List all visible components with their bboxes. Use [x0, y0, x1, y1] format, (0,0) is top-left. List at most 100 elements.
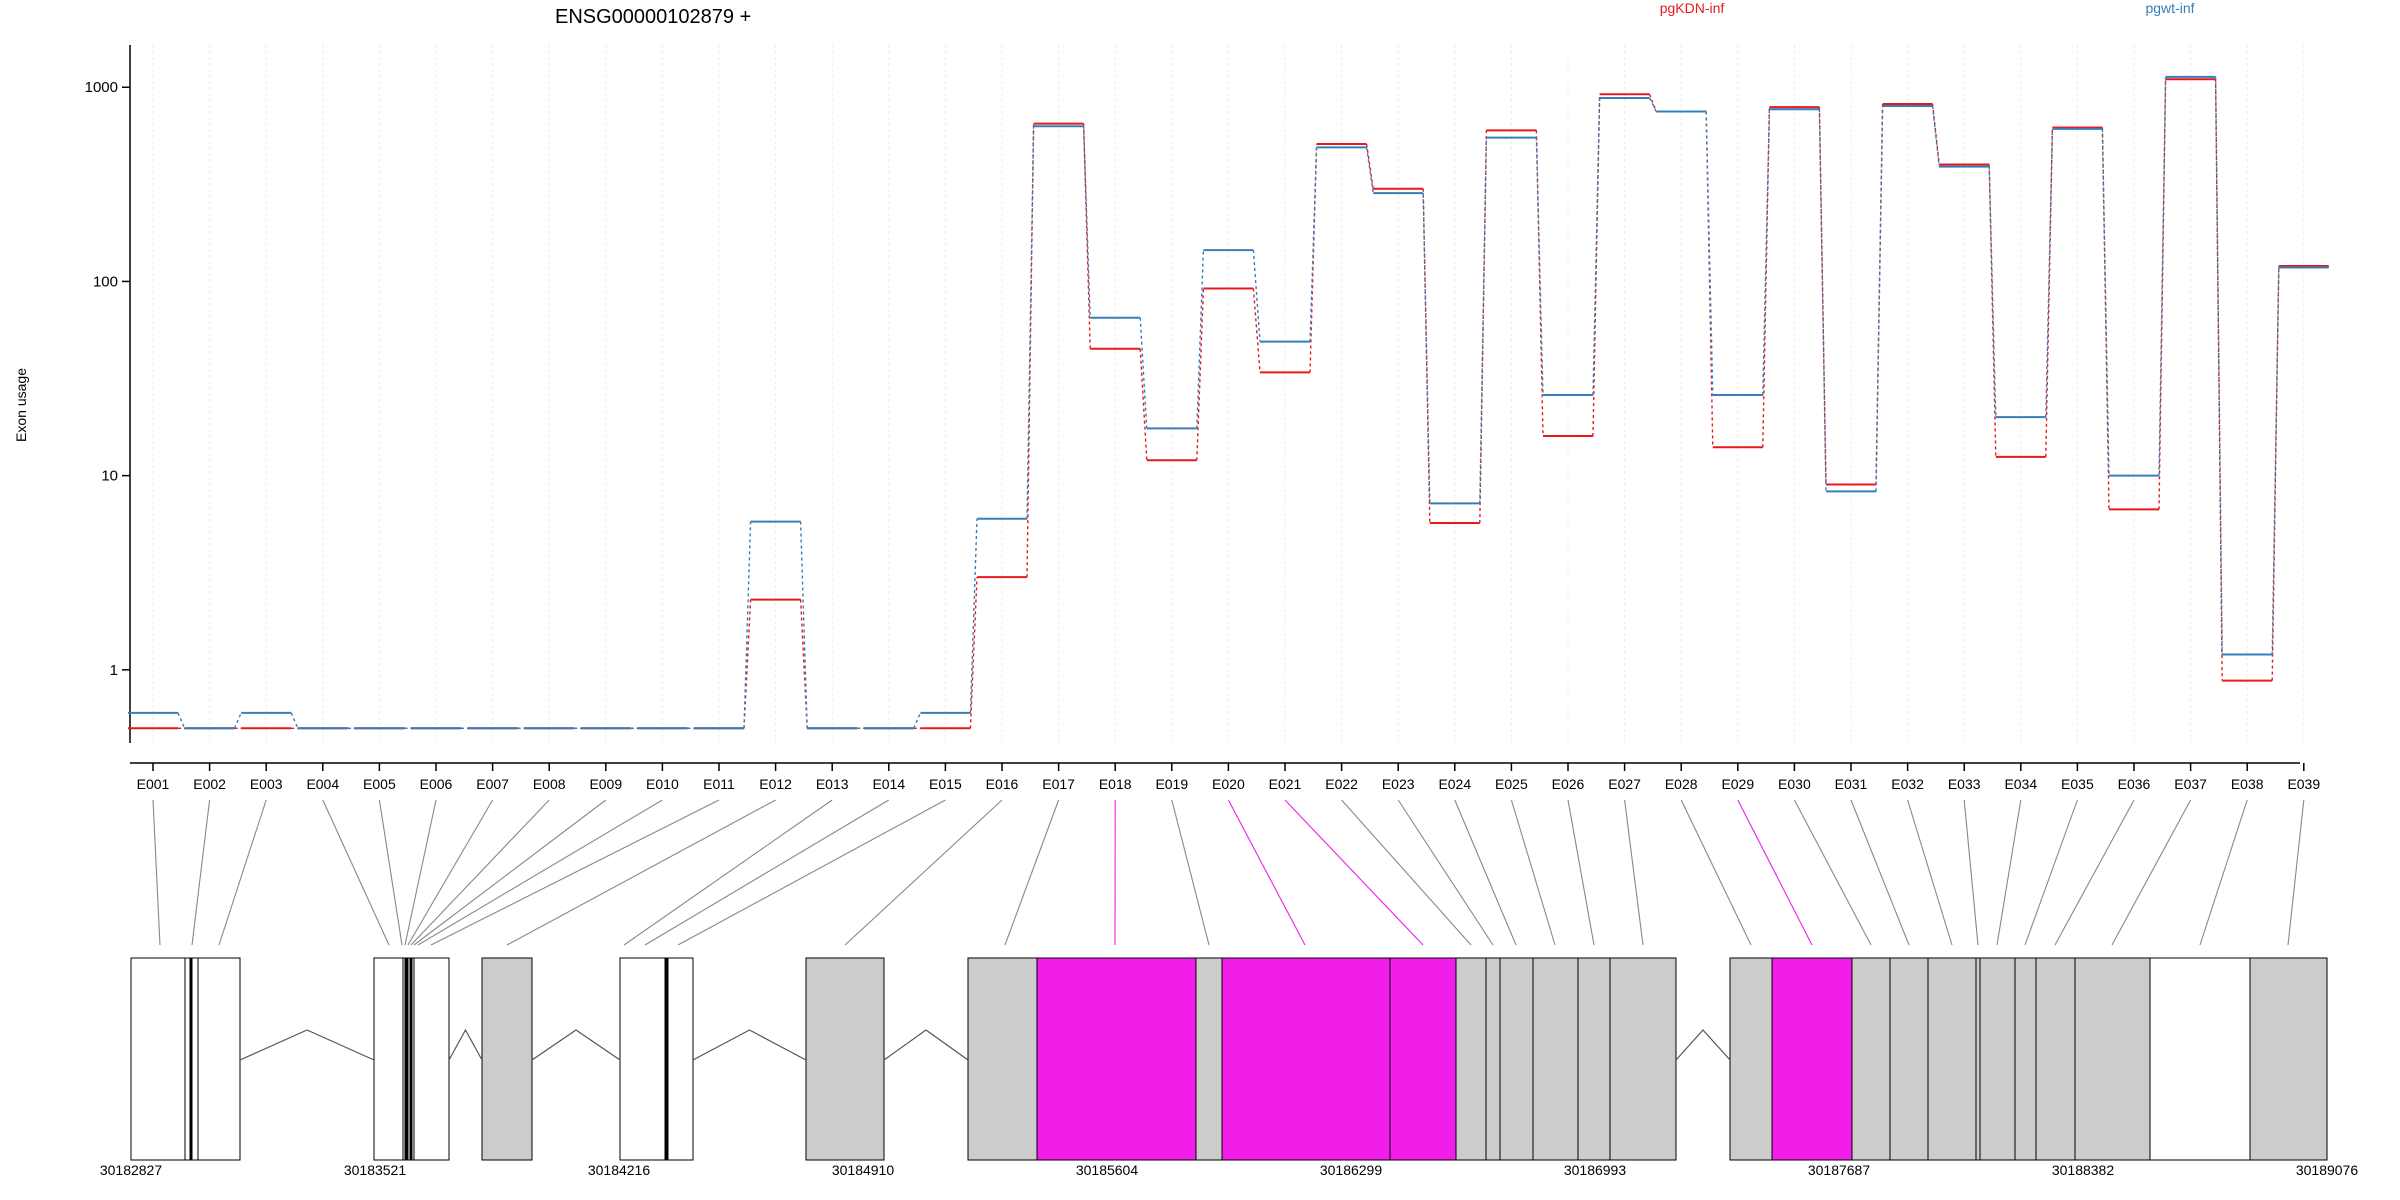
x-tick-label: E037 — [2174, 776, 2207, 792]
y-axis-label: Exon usage — [13, 368, 29, 442]
genomic-tick-label: 30186993 — [1564, 1162, 1627, 1178]
exon-connector — [1171, 799, 1210, 946]
genomic-tick-label: 30189076 — [2296, 1162, 2359, 1178]
exon-box — [1609, 957, 1677, 1161]
x-tick-label: E016 — [986, 776, 1019, 792]
exon-model — [130, 957, 2328, 1161]
exon-connector — [844, 799, 1003, 946]
exon-connector — [218, 799, 267, 946]
y-axis: 1 10 100 1000 — [85, 45, 131, 743]
intron-line — [239, 1029, 375, 1061]
x-tick-label: E008 — [533, 776, 566, 792]
exon-connector — [2199, 799, 2248, 946]
x-tick-label: E006 — [420, 776, 453, 792]
exon-box — [1851, 957, 1891, 1161]
exon-box — [1771, 957, 1853, 1161]
exon-connector — [191, 799, 211, 946]
exon-box — [1455, 957, 1487, 1161]
x-tick-label: E034 — [2004, 776, 2037, 792]
exon-box — [197, 957, 241, 1161]
series-lines — [128, 75, 2329, 730]
x-tick-label: E035 — [2061, 776, 2094, 792]
genomic-axis: 30182827 30183521 30184216 30184910 30185604… — [100, 1162, 2359, 1178]
x-tick-label: E001 — [137, 776, 170, 792]
exon-box — [2035, 957, 2076, 1161]
exon-connector — [413, 799, 607, 946]
exon-connector — [407, 799, 494, 946]
x-tick-label: E021 — [1269, 776, 1302, 792]
exon-connector — [152, 799, 161, 946]
x-tick-label: E018 — [1099, 776, 1132, 792]
genomic-tick-label: 30184216 — [588, 1162, 651, 1178]
exon-box — [413, 957, 450, 1161]
exon-box — [667, 957, 694, 1161]
genomic-tick-label: 30188382 — [2052, 1162, 2115, 1178]
legend-label-pgkdn-inf: pgKDN-inf — [1660, 0, 1725, 16]
exon-connector — [2054, 799, 2135, 946]
y-tick-label: 100 — [93, 273, 118, 290]
exon-connector — [1680, 799, 1752, 946]
exon-box — [805, 957, 885, 1161]
exon-connector — [1004, 799, 1060, 946]
genomic-tick-label: 30187687 — [1808, 1162, 1871, 1178]
exon-connector — [506, 799, 776, 946]
x-tick-label: E025 — [1495, 776, 1528, 792]
x-tick-label: E023 — [1382, 776, 1415, 792]
exon-box — [1889, 957, 1929, 1161]
legend-label-pgwt-inf: pgwt-inf — [2145, 0, 2194, 16]
intron-line — [1675, 1029, 1731, 1061]
exon-box — [1221, 957, 1391, 1161]
exon-box — [619, 957, 666, 1161]
exon-connector — [677, 799, 946, 946]
x-tick-label: E014 — [872, 776, 905, 792]
exon-connector — [623, 799, 833, 946]
exon-connector — [1567, 799, 1595, 946]
x-tick-label: E003 — [250, 776, 283, 792]
exon-box — [2149, 957, 2251, 1161]
exon-connector — [2024, 799, 2078, 946]
exon-box — [481, 957, 533, 1161]
x-tick-label: E019 — [1155, 776, 1188, 792]
exon-connector — [378, 799, 403, 946]
x-tick-label: E017 — [1042, 776, 1075, 792]
exon-connector — [404, 799, 437, 946]
x-tick-label: E004 — [306, 776, 339, 792]
x-tick-label: E024 — [1438, 776, 1471, 792]
exon-box — [1729, 957, 1773, 1161]
y-tick-label: 1 — [110, 662, 118, 679]
exon-box — [1195, 957, 1223, 1161]
exon-box — [1927, 957, 1977, 1161]
x-tick-label: E032 — [1891, 776, 1924, 792]
exon-box — [1979, 957, 2016, 1161]
intron-line — [692, 1029, 807, 1061]
exon-connector — [1907, 799, 1953, 946]
intron-line — [448, 1028, 483, 1061]
exon-connector — [1341, 799, 1472, 946]
exon-connector — [1963, 799, 1979, 946]
series-0-connector — [178, 79, 2280, 729]
exon-box — [1389, 957, 1457, 1161]
exon-connectors — [152, 799, 2305, 946]
x-axis: E001 E002 E003 E004 E005 E006 E007 E008 E009 E010… — [130, 762, 2320, 792]
x-tick-label: E033 — [1948, 776, 1981, 792]
series-1-connector — [177, 76, 2280, 729]
exon-box — [1975, 957, 1981, 1161]
x-tick-label: E036 — [2118, 776, 2151, 792]
exon-box — [130, 957, 186, 1161]
exon-connector — [1737, 799, 1813, 946]
exon-box — [373, 957, 404, 1161]
x-tick-label: E030 — [1778, 776, 1811, 792]
genomic-tick-label: 30182827 — [100, 1162, 163, 1178]
chart-title: ENSG00000102879 + — [555, 6, 751, 28]
exon-box — [1499, 957, 1534, 1161]
x-tick-label: E010 — [646, 776, 679, 792]
exon-connector — [2111, 799, 2192, 946]
x-tick-label: E026 — [1552, 776, 1585, 792]
exon-connector — [322, 799, 390, 946]
genomic-tick-label: 30186299 — [1320, 1162, 1383, 1178]
exon-box — [967, 957, 1038, 1161]
x-tick-label: E029 — [1721, 776, 1754, 792]
exon-box — [1036, 957, 1197, 1161]
intron-line — [883, 1029, 969, 1061]
